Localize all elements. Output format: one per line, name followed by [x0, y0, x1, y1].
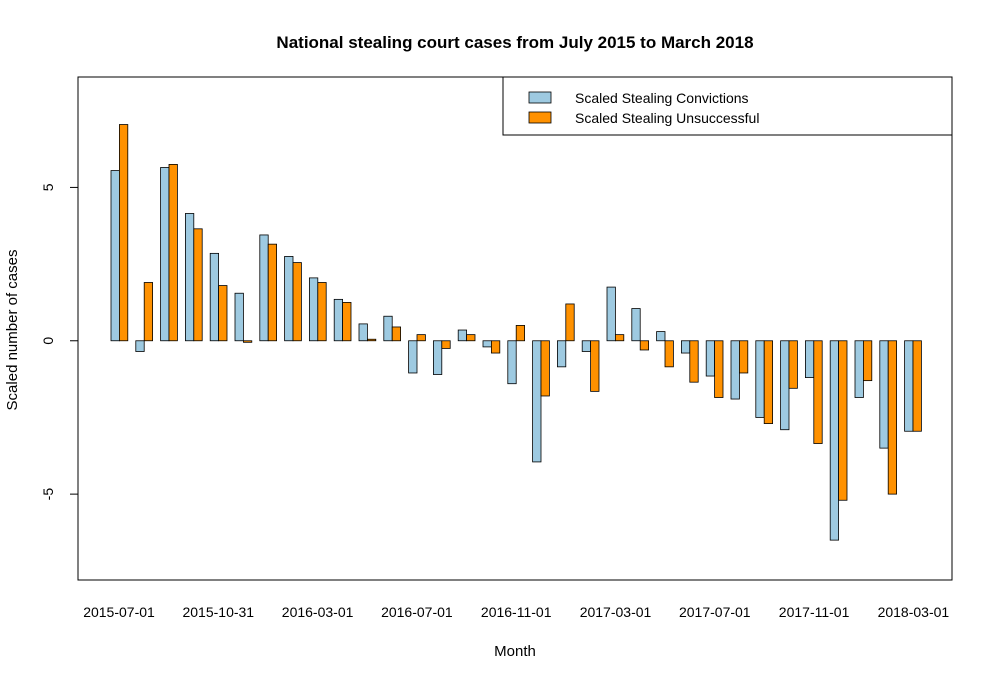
- bar-convictions-2017-08: [730, 340, 740, 400]
- bar-unsuccessful-2017-12: [838, 340, 848, 501]
- bar-convictions-2017-06: [681, 340, 691, 354]
- bar-convictions-2016-10: [482, 340, 492, 348]
- bar-unsuccessful-2017-08: [739, 340, 749, 374]
- bar-unsuccessful-2015-08: [143, 282, 153, 342]
- bar-convictions-2015-12: [234, 292, 244, 342]
- x-tick-label: 2018-03-01: [878, 604, 950, 620]
- bar-unsuccessful-2017-03: [615, 334, 625, 342]
- legend: Scaled Stealing Convictions Scaled Steal…: [502, 76, 953, 136]
- bar-convictions-2015-10: [184, 213, 195, 342]
- bar-convictions-2016-04: [333, 298, 344, 342]
- y-axis: -5 0 5: [40, 183, 79, 501]
- x-tick-label: 2017-03-01: [580, 604, 652, 620]
- bar-convictions-2017-12: [829, 340, 840, 541]
- bar-convictions-2017-07: [705, 340, 716, 377]
- bar-unsuccessful-2017-05: [664, 340, 674, 368]
- bar-unsuccessful-2017-01: [565, 303, 575, 342]
- bar-unsuccessful-2016-02: [292, 262, 302, 342]
- legend-label-convictions: Scaled Stealing Convictions: [575, 90, 749, 106]
- bar-unsuccessful-2015-09: [168, 164, 178, 342]
- bar-convictions-2015-11: [209, 252, 219, 342]
- bar-convictions-2016-07: [408, 340, 418, 374]
- bar-convictions-2017-05: [656, 331, 666, 342]
- x-tick-label: 2015-10-31: [182, 604, 254, 620]
- legend-box: [502, 76, 953, 136]
- y-axis-label: Scaled number of cases: [4, 250, 21, 411]
- bar-unsuccessful-2016-10: [490, 340, 501, 354]
- legend-swatch-convictions: [528, 91, 552, 104]
- bar-unsuccessful-2018-03: [912, 340, 922, 432]
- bar-unsuccessful-2017-04: [639, 340, 650, 351]
- bar-convictions-2017-04: [631, 308, 641, 342]
- bar-convictions-2016-09: [457, 329, 468, 342]
- bar-convictions-2018-02: [879, 340, 889, 449]
- x-tick-label: 2016-07-01: [381, 604, 453, 620]
- y-tick-label: 0: [40, 337, 56, 345]
- bar-unsuccessful-2017-11: [813, 340, 823, 444]
- bar-convictions-2017-10: [780, 340, 790, 431]
- x-tick-label: 2017-11-01: [779, 604, 850, 620]
- bar-unsuccessful-2016-01: [267, 243, 278, 342]
- bar-unsuccessful-2015-11: [218, 285, 228, 342]
- bar-unsuccessful-2018-02: [887, 340, 898, 495]
- bar-unsuccessful-2015-10: [193, 228, 203, 342]
- y-tick-label: 5: [40, 183, 56, 191]
- bars: [110, 124, 922, 541]
- legend-swatch-unsuccessful: [528, 111, 552, 124]
- bar-unsuccessful-2016-11: [515, 325, 526, 342]
- bar-convictions-2016-06: [383, 315, 393, 342]
- bar-convictions-2015-09: [160, 167, 170, 342]
- bar-convictions-2015-08: [135, 340, 145, 352]
- bar-unsuccessful-2016-09: [466, 334, 476, 342]
- bar-unsuccessful-2016-12: [540, 340, 550, 397]
- plot-frame: [77, 76, 953, 581]
- bar-convictions-2017-02: [581, 340, 592, 352]
- bar-unsuccessful-2017-07: [714, 340, 724, 398]
- bar-unsuccessful-2017-02: [590, 340, 600, 392]
- bar-unsuccessful-2016-05: [366, 338, 377, 342]
- bar-convictions-2016-11: [507, 340, 517, 385]
- bar-convictions-2016-01: [259, 234, 269, 342]
- x-axis-label: Month: [494, 643, 536, 660]
- bar-unsuccessful-2017-10: [788, 340, 798, 389]
- bar-convictions-2017-11: [805, 340, 815, 378]
- bar-convictions-2017-01: [557, 340, 567, 368]
- bar-convictions-2016-12: [532, 340, 542, 463]
- bar-convictions-2017-03: [606, 286, 616, 342]
- x-tick-label: 2015-07-01: [83, 604, 155, 620]
- bar-convictions-2015-07: [110, 170, 120, 342]
- bar-convictions-2016-03: [308, 277, 319, 342]
- y-tick-label: -5: [40, 488, 56, 501]
- bar-unsuccessful-2017-06: [689, 340, 699, 383]
- bar-unsuccessful-2015-12: [242, 340, 253, 343]
- bar-convictions-2018-01: [854, 340, 864, 398]
- bar-convictions-2017-09: [755, 340, 765, 418]
- bar-convictions-2016-05: [358, 323, 368, 342]
- bar-unsuccessful-2016-07: [416, 334, 426, 342]
- bar-convictions-2016-08: [432, 340, 443, 375]
- bar-unsuccessful-2016-04: [342, 302, 352, 342]
- bar-unsuccessful-2015-07: [119, 124, 129, 342]
- bar-unsuccessful-2018-01: [863, 340, 873, 382]
- x-tick-label: 2016-03-01: [282, 604, 354, 620]
- x-tick-label: 2017-07-01: [679, 604, 751, 620]
- bar-convictions-2018-03: [904, 340, 914, 432]
- bar-convictions-2016-02: [284, 256, 294, 342]
- legend-label-unsuccessful: Scaled Stealing Unsuccessful: [575, 110, 759, 126]
- bar-unsuccessful-2017-09: [763, 340, 774, 424]
- x-axis: 2015-07-01 2015-10-31 2016-03-01 2016-07-01…: [83, 604, 949, 620]
- chart-title: National stealing court cases from July …: [276, 33, 753, 52]
- bar-unsuccessful-2016-06: [391, 326, 402, 342]
- bar-unsuccessful-2016-08: [441, 340, 451, 349]
- bar-unsuccessful-2016-03: [317, 282, 327, 342]
- x-tick-label: 2016-11-01: [481, 604, 552, 620]
